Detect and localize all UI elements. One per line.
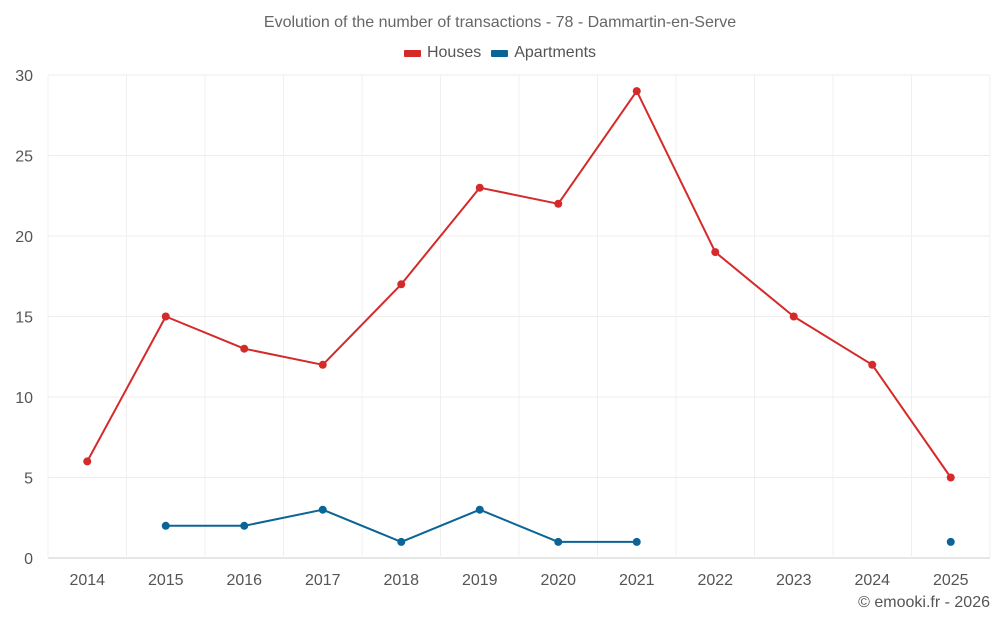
data-point-houses	[83, 457, 92, 466]
data-point-houses	[240, 344, 249, 353]
x-tick-label: 2022	[697, 572, 733, 589]
y-tick-label: 20	[15, 229, 33, 246]
data-point-houses	[161, 312, 170, 321]
legend-swatch-apartments	[491, 49, 509, 57]
x-tick-label: 2023	[776, 572, 812, 589]
legend: Houses Apartments	[0, 44, 1000, 62]
x-tick-label: 2021	[619, 572, 655, 589]
x-tick-label: 2015	[148, 572, 184, 589]
data-point-apartments	[632, 537, 641, 546]
x-tick-label: 2025	[933, 572, 969, 589]
series-line-apartments	[165, 508, 637, 543]
x-tick-label: 2017	[305, 572, 341, 589]
x-tick-label: 2019	[462, 572, 498, 589]
x-tick-label: 2018	[383, 572, 419, 589]
data-point-houses	[789, 312, 798, 321]
credit-text: © emooki.fr - 2026	[858, 594, 990, 611]
legend-label-houses: Houses	[426, 44, 482, 61]
x-tick-label: 2020	[540, 572, 576, 589]
data-point-houses	[711, 248, 720, 257]
legend-item-apartments[interactable]: Apartments	[491, 44, 596, 62]
data-point-houses	[868, 360, 877, 369]
x-tick-label: 2024	[854, 572, 890, 589]
y-tick-label: 15	[15, 310, 33, 327]
legend-item-houses[interactable]: Houses	[403, 44, 482, 62]
data-point-apartments	[240, 521, 249, 530]
legend-swatch-houses	[403, 49, 421, 57]
data-point-apartments	[475, 505, 484, 514]
data-point-houses	[554, 199, 563, 208]
data-point-apartments	[397, 537, 406, 546]
data-point-apartments	[554, 537, 563, 546]
legend-label-apartments: Apartments	[514, 44, 597, 61]
chart-title: Evolution of the number of transactions …	[263, 14, 737, 31]
data-point-apartments	[161, 521, 170, 530]
x-tick-label: 2016	[226, 572, 262, 589]
y-tick-label: 5	[24, 471, 33, 488]
series-line-houses	[86, 90, 952, 479]
x-tick-label: 2014	[69, 572, 105, 589]
y-tick-label: 30	[15, 68, 33, 85]
data-point-houses	[946, 473, 955, 482]
data-point-apartments	[318, 505, 327, 514]
data-point-houses	[632, 87, 641, 96]
data-point-houses	[318, 360, 327, 369]
y-tick-label: 25	[15, 149, 33, 166]
y-tick-label: 0	[24, 551, 33, 568]
y-tick-label: 10	[15, 390, 33, 407]
data-point-houses	[475, 183, 484, 192]
data-point-apartments	[946, 537, 955, 546]
data-point-houses	[397, 280, 406, 289]
